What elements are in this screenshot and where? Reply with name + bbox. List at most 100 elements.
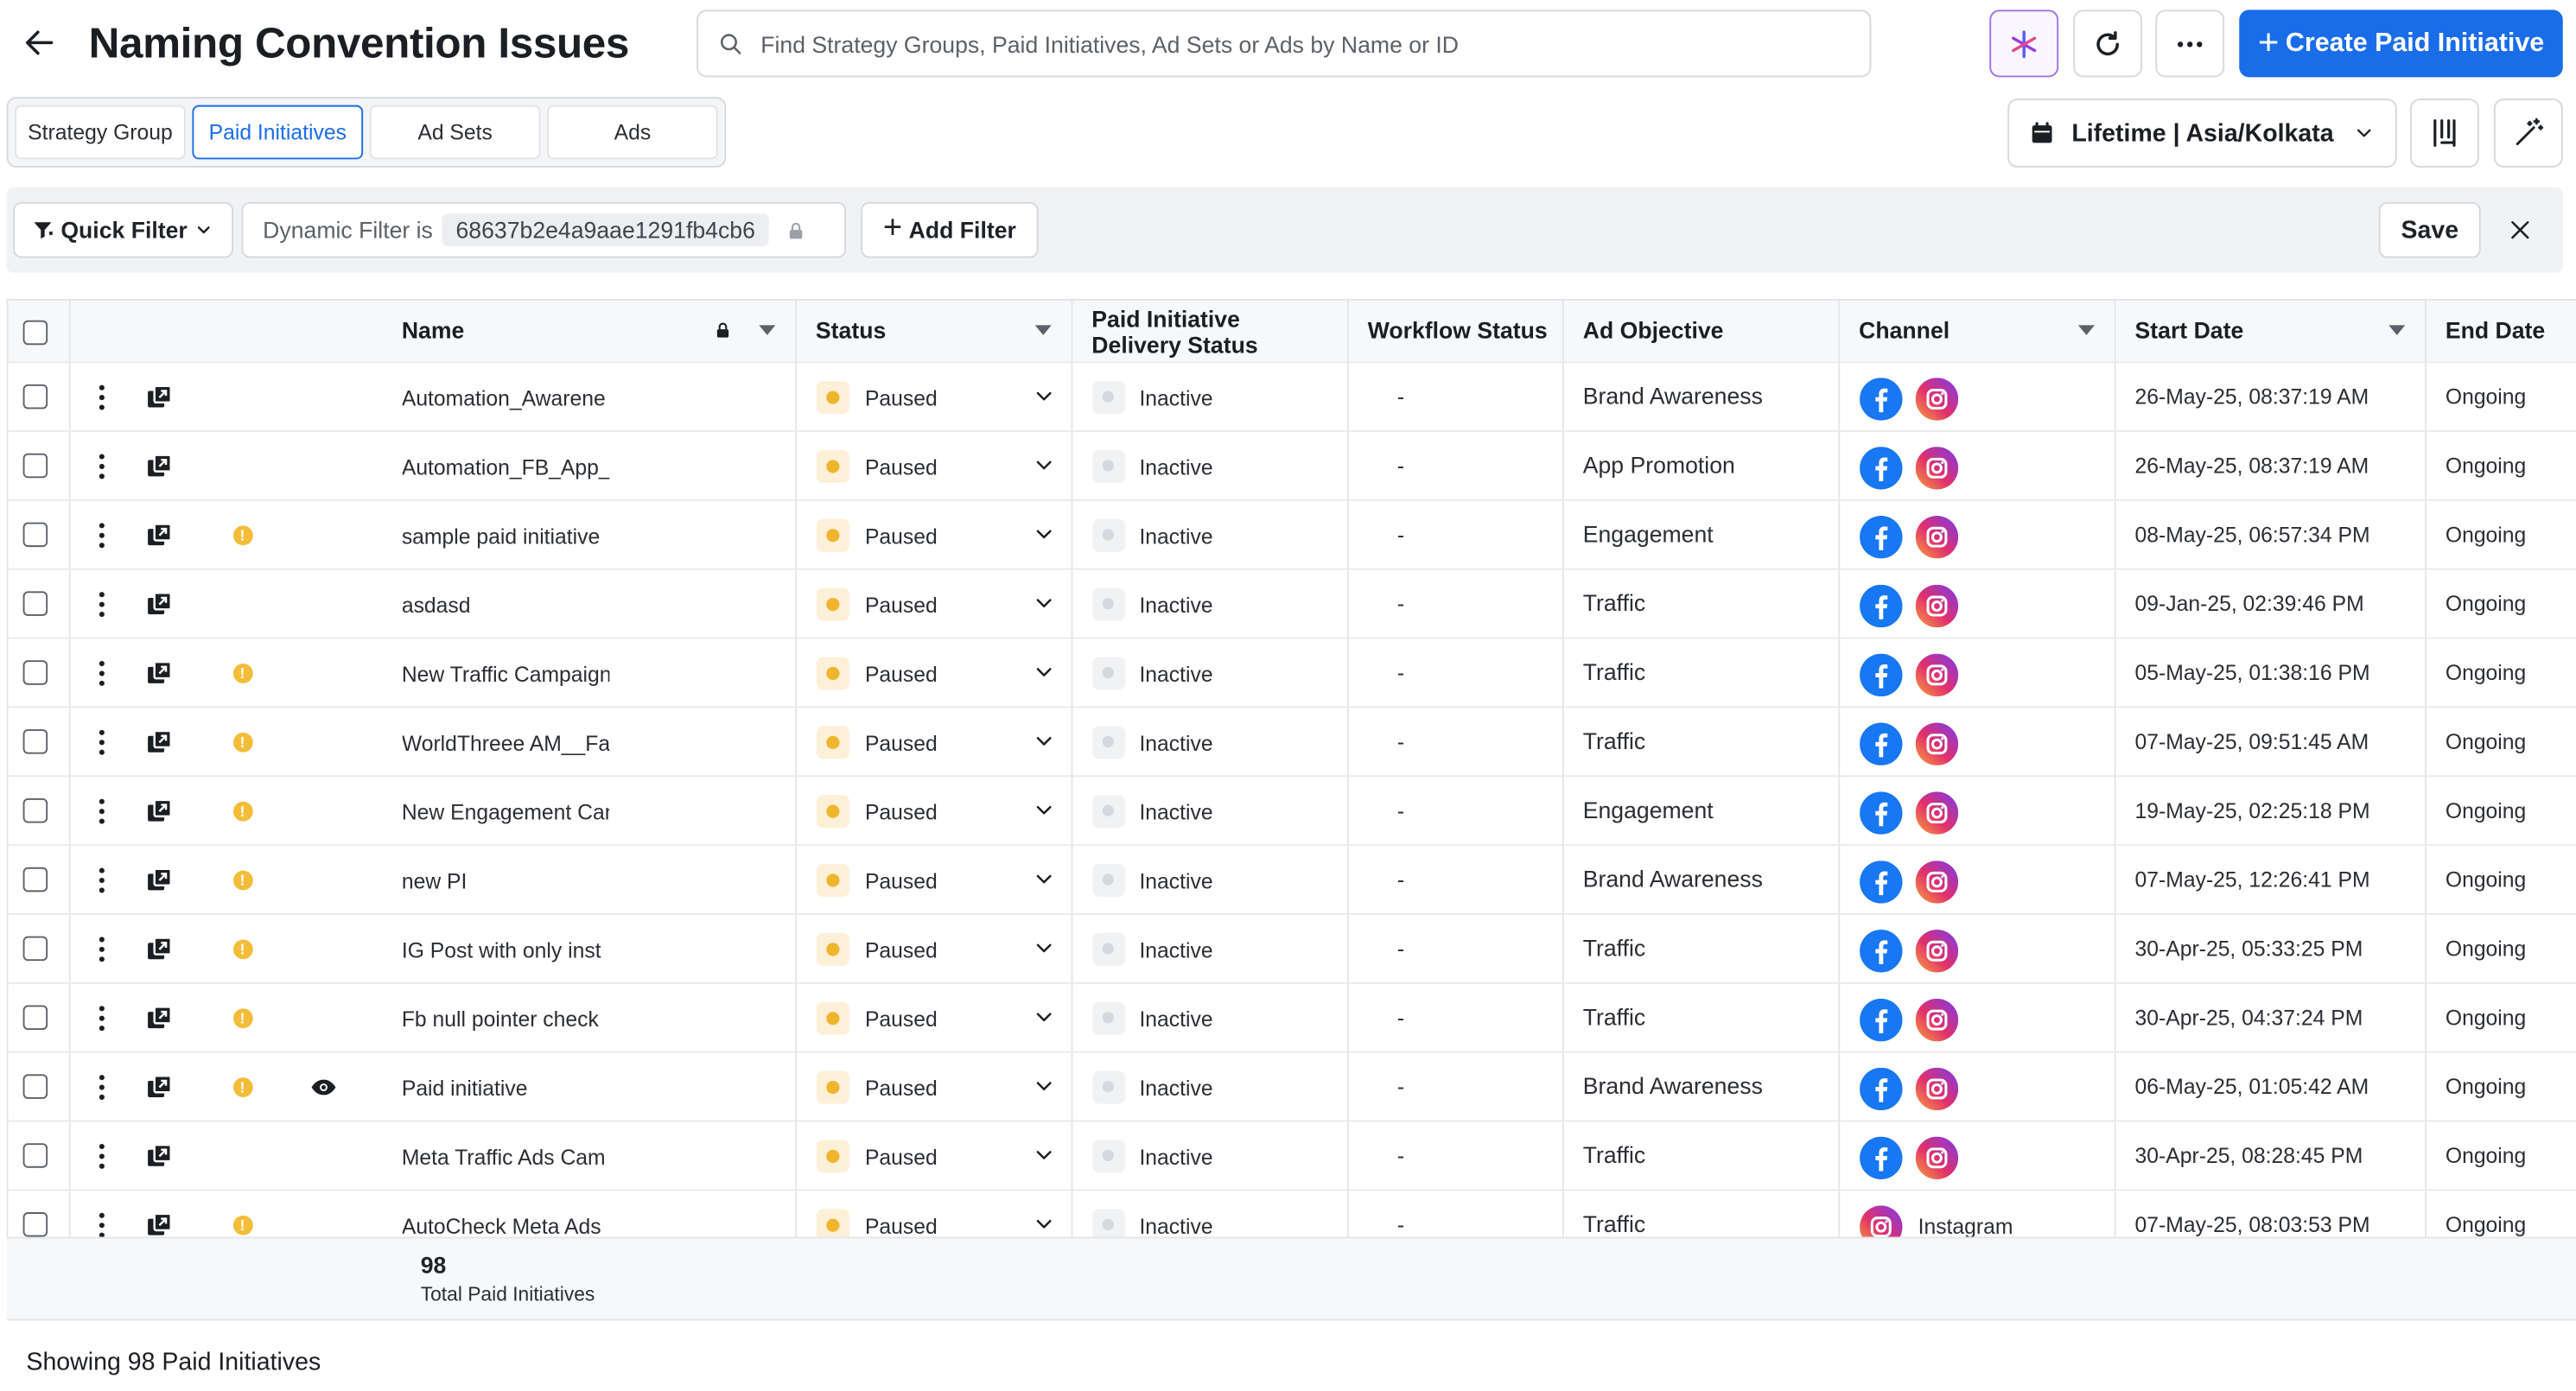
row-checkbox[interactable]	[22, 936, 48, 962]
row-checkbox[interactable]	[22, 1212, 48, 1237]
table-row[interactable]: ! AutoCheck Meta Ads Paused Inactive - T…	[8, 1189, 2576, 1237]
date-range-picker[interactable]: Lifetime | Asia/Kolkata	[2007, 98, 2397, 168]
table-row[interactable]: asdasd Paused Inactive - Traffic 09-Jan-…	[8, 568, 2576, 638]
row-checkbox[interactable]	[22, 591, 48, 616]
back-button[interactable]	[16, 20, 62, 66]
paid-initiative-name[interactable]: AutoCheck Meta Ads	[401, 1212, 601, 1237]
warning-icon[interactable]: !	[232, 1077, 252, 1097]
sort-icon[interactable]	[1034, 325, 1051, 335]
paid-initiative-name[interactable]: Automation_FB_App_	[401, 454, 609, 480]
warning-icon[interactable]: !	[232, 1214, 252, 1235]
row-checkbox[interactable]	[22, 384, 48, 410]
warning-icon[interactable]: !	[232, 663, 252, 683]
status-dropdown[interactable]: Paused	[795, 981, 1072, 1052]
table-row[interactable]: ! WorldThreee AM__Fa Paused Inactive - T…	[8, 706, 2576, 777]
chevron-down-icon[interactable]	[1033, 799, 1054, 821]
chevron-down-icon[interactable]	[1033, 1213, 1054, 1235]
sort-icon[interactable]	[2077, 325, 2095, 335]
sort-icon[interactable]	[2388, 325, 2405, 335]
column-header-delivery-status[interactable]: Paid Initiative Delivery Status	[1071, 300, 1348, 363]
warning-icon[interactable]: !	[232, 524, 252, 545]
chevron-down-icon[interactable]	[1033, 454, 1054, 476]
column-header-status[interactable]: Status	[795, 300, 1072, 363]
chevron-down-icon[interactable]	[1033, 730, 1054, 752]
status-dropdown[interactable]: Paused	[795, 844, 1072, 914]
table-row[interactable]: Automation_Awarene Paused Inactive - Bra…	[8, 361, 2576, 432]
chevron-down-icon[interactable]	[1033, 524, 1054, 545]
warning-icon[interactable]: !	[232, 869, 252, 890]
paid-initiative-name[interactable]: Automation_Awarene	[401, 384, 606, 410]
chevron-down-icon[interactable]	[1033, 592, 1054, 613]
status-dropdown[interactable]: Paused	[795, 775, 1072, 846]
row-checkbox[interactable]	[22, 729, 48, 754]
column-header-end-date[interactable]: End Date	[2425, 300, 2576, 363]
status-dropdown[interactable]: Paused	[795, 913, 1072, 983]
create-paid-initiative-button[interactable]: + Create Paid Initiative	[2239, 10, 2563, 78]
chevron-down-icon[interactable]	[1033, 385, 1054, 407]
tab-strategy-group[interactable]: Strategy Group	[15, 105, 186, 160]
kebab-menu-icon[interactable]	[96, 453, 105, 479]
table-row[interactable]: ! new PI Paused Inactive - Brand Awarene…	[8, 844, 2576, 914]
table-row[interactable]: ! New Engagement Can Paused Inactive - E…	[8, 775, 2576, 846]
warning-icon[interactable]: !	[232, 938, 252, 959]
row-checkbox[interactable]	[22, 1074, 48, 1099]
row-checkbox[interactable]	[22, 522, 48, 548]
paid-initiative-name[interactable]: New Engagement Can	[401, 798, 609, 824]
row-checkbox[interactable]	[22, 1005, 48, 1031]
warning-icon[interactable]: !	[232, 800, 252, 821]
chevron-down-icon[interactable]	[1033, 1006, 1054, 1027]
kebab-menu-icon[interactable]	[96, 1073, 105, 1100]
column-header-start-date[interactable]: Start Date	[2114, 300, 2427, 363]
kebab-menu-icon[interactable]	[96, 590, 105, 617]
table-row[interactable]: ! IG Post with only inst Paused Inactive…	[8, 913, 2576, 983]
kebab-menu-icon[interactable]	[96, 1005, 105, 1031]
kebab-menu-icon[interactable]	[96, 659, 105, 685]
tab-ad-sets[interactable]: Ad Sets	[369, 105, 541, 160]
column-header-ad-objective[interactable]: Ad Objective	[1562, 300, 1840, 363]
select-all-checkbox[interactable]	[22, 320, 48, 345]
warning-icon[interactable]: !	[232, 731, 252, 752]
kebab-menu-icon[interactable]	[96, 867, 105, 892]
tab-ads[interactable]: Ads	[547, 105, 718, 160]
status-dropdown[interactable]: Paused	[795, 1051, 1072, 1121]
column-header-name[interactable]: Name	[68, 300, 797, 363]
quick-filter-button[interactable]: Quick Filter	[13, 201, 233, 258]
chevron-down-icon[interactable]	[1033, 1144, 1054, 1166]
search-box[interactable]	[696, 10, 1872, 78]
tab-paid-initiatives[interactable]: Paid Initiatives	[192, 105, 364, 160]
paid-initiative-name[interactable]: IG Post with only inst	[401, 937, 601, 962]
paid-initiative-name[interactable]: Fb null pointer check	[401, 1006, 599, 1031]
paid-initiative-name[interactable]: New Traffic Campaign	[401, 661, 609, 686]
add-filter-button[interactable]: + Add Filter	[861, 201, 1039, 258]
row-checkbox[interactable]	[22, 798, 48, 823]
row-checkbox[interactable]	[22, 660, 48, 685]
warning-icon[interactable]: !	[232, 1007, 252, 1028]
chevron-down-icon[interactable]	[1033, 937, 1054, 959]
paid-initiative-name[interactable]: WorldThreee AM__Fa	[401, 730, 609, 755]
kebab-menu-icon[interactable]	[96, 936, 105, 962]
status-dropdown[interactable]: Paused	[795, 430, 1072, 500]
status-dropdown[interactable]: Paused	[795, 1189, 1072, 1237]
refresh-button[interactable]	[2073, 10, 2143, 78]
paid-initiative-name[interactable]: sample paid initiative	[401, 523, 601, 549]
paid-initiative-name[interactable]: Meta Traffic Ads Cam	[401, 1144, 606, 1169]
paid-initiative-name[interactable]: Paid initiative	[401, 1075, 528, 1100]
kebab-menu-icon[interactable]	[96, 1142, 105, 1168]
table-row[interactable]: Meta Traffic Ads Cam Paused Inactive - T…	[8, 1120, 2576, 1191]
column-header-channel[interactable]: Channel	[1838, 300, 2115, 363]
eye-icon[interactable]	[309, 1077, 335, 1096]
kebab-menu-icon[interactable]	[96, 1211, 105, 1237]
column-header-workflow-status[interactable]: Workflow Status	[1346, 300, 1563, 363]
status-dropdown[interactable]: Paused	[795, 361, 1072, 432]
columns-button[interactable]	[2409, 98, 2479, 168]
ai-assist-button[interactable]	[1989, 10, 2059, 78]
chevron-down-icon[interactable]	[1033, 661, 1054, 683]
dynamic-filter-chip[interactable]: Dynamic Filter is 68637b2e4a9aae1291fb4c…	[241, 201, 847, 258]
chevron-down-icon[interactable]	[1033, 1075, 1054, 1096]
save-filter-button[interactable]: Save	[2378, 201, 2481, 258]
status-dropdown[interactable]: Paused	[795, 706, 1072, 777]
paid-initiative-name[interactable]: asdasd	[401, 592, 471, 617]
close-filter-button[interactable]	[2501, 210, 2541, 250]
kebab-menu-icon[interactable]	[96, 728, 105, 754]
status-dropdown[interactable]: Paused	[795, 568, 1072, 638]
